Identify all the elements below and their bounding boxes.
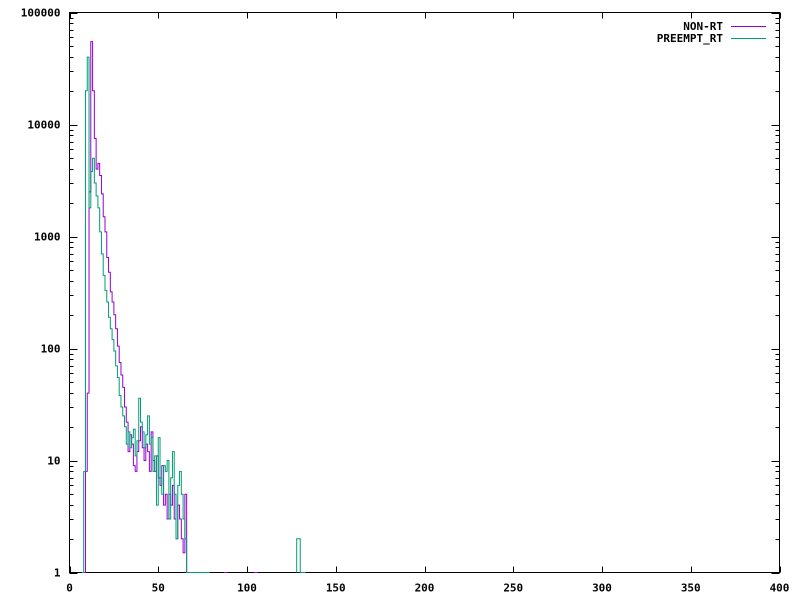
legend-label-1: PREEMPT_RT (657, 32, 724, 45)
x-tick-label: 250 (503, 582, 523, 595)
x-tick-label: 300 (592, 582, 612, 595)
x-tick-label: 150 (326, 582, 346, 595)
x-tick-label: 400 (770, 582, 790, 595)
x-tick-label: 0 (66, 582, 73, 595)
y-axis-ticks: 1 10 100 1000 10000 100000 (21, 7, 780, 580)
y-tick-label: 1 (54, 567, 61, 580)
y-tick-label: 100 (41, 343, 61, 356)
x-tick-label: 350 (681, 582, 701, 595)
x-tick-label: 50 (152, 582, 165, 595)
y-tick-label: 10000 (27, 119, 60, 132)
x-axis-ticks: 0 50 100 150 200 250 300 350 400 (66, 12, 790, 595)
series-line-1 (81, 56, 306, 573)
x-tick-label: 100 (237, 582, 257, 595)
legend-label-0: NON-RT (683, 20, 723, 33)
y-tick-label: 10 (47, 455, 60, 468)
y-tick-label: 100000 (21, 7, 61, 20)
x-tick-label: 200 (415, 582, 435, 595)
plot-area-frame (69, 12, 780, 573)
y-tick-label: 1000 (34, 231, 61, 244)
series-layer (81, 41, 306, 573)
